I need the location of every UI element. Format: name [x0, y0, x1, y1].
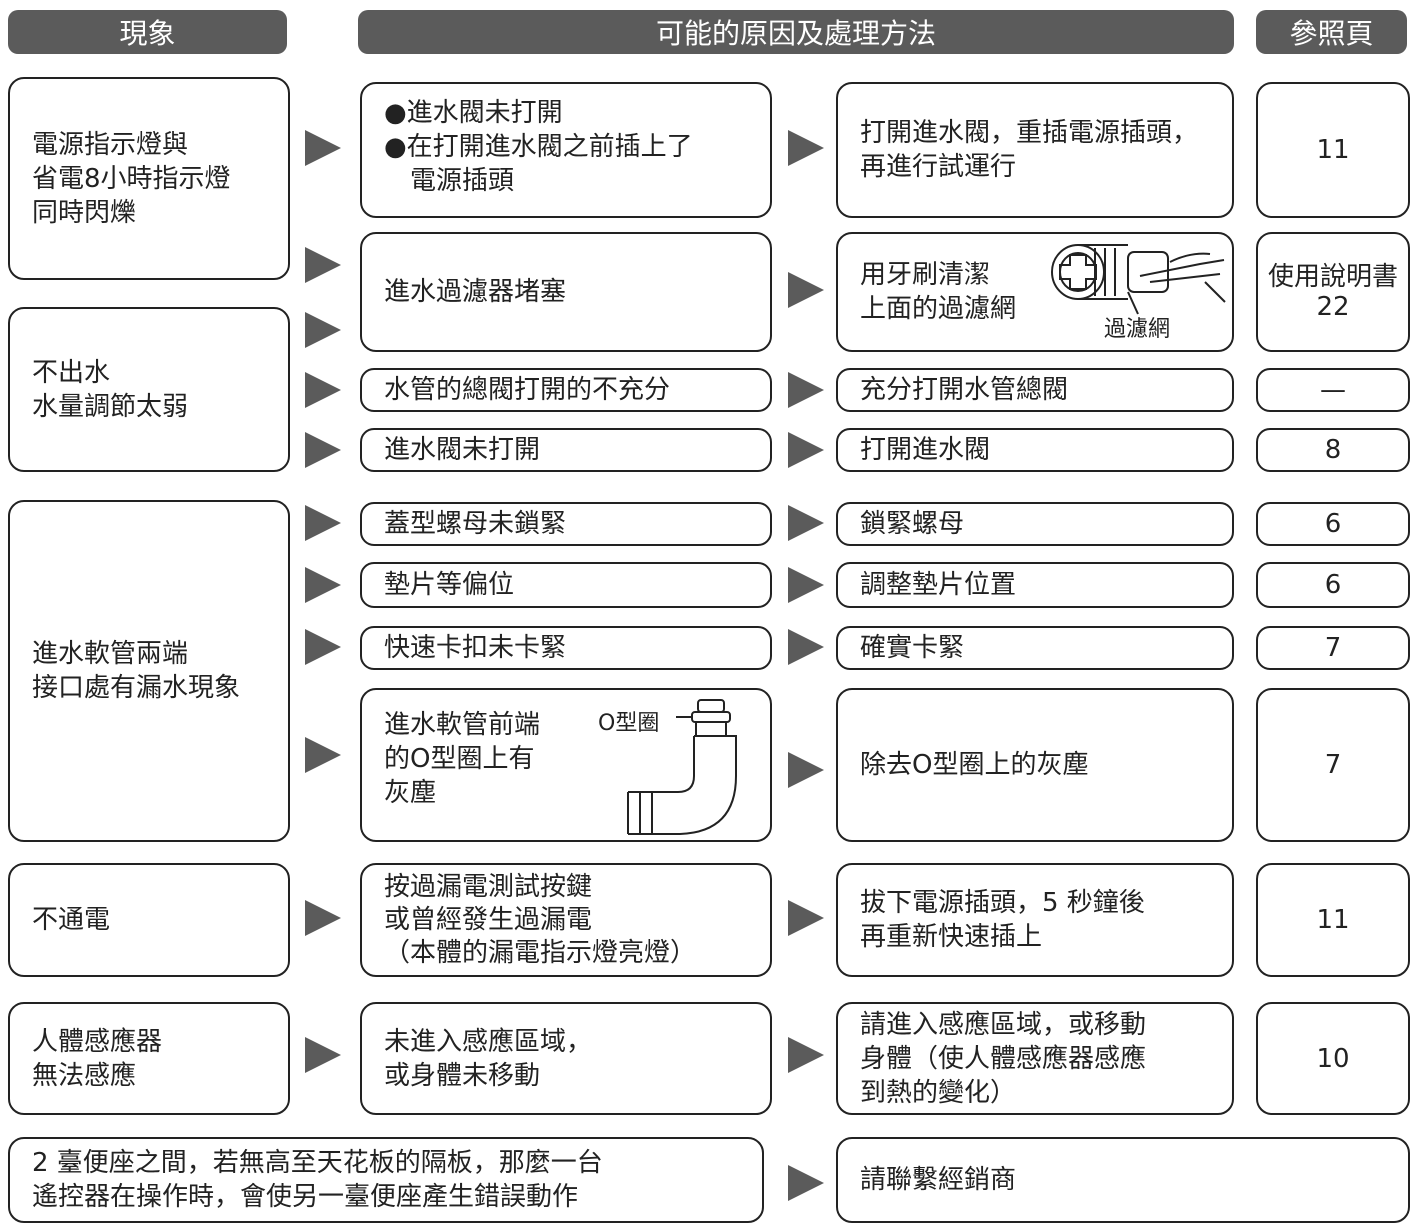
- symptom-box: 2 臺便座之間，若無高至天花板的隔板，那麼一台 遙控器在操作時，會使另一臺便座產…: [8, 1137, 764, 1223]
- page-box: 6: [1256, 562, 1410, 608]
- cause-box: 按過漏電測試按鍵 或曾經發生過漏電 （本體的漏電指示燈亮燈）: [360, 863, 772, 977]
- arrow: [788, 567, 824, 603]
- remedy-box: 鎖緊螺母: [836, 502, 1234, 546]
- cause-box: 快速卡扣未卡緊: [360, 626, 772, 670]
- symptom-box: 不出水 水量調節太弱: [8, 307, 290, 472]
- remedy-box: 請進入感應區域，或移動 身體（使人體感應器感應 到熱的變化）: [836, 1002, 1234, 1115]
- cause-box: 墊片等偏位: [360, 562, 772, 608]
- arrow: [305, 130, 341, 166]
- remedy-box: 打開進水閥: [836, 428, 1234, 472]
- symptom-box: 電源指示燈與 省電8小時指示燈 同時閃爍: [8, 77, 290, 280]
- symptom-box: 進水軟管兩端 接口處有漏水現象: [8, 500, 290, 842]
- page-box: 11: [1256, 82, 1410, 218]
- arrow: [788, 1037, 824, 1073]
- arrow: [788, 752, 824, 788]
- arrow: [788, 372, 824, 408]
- header-page: 參照頁: [1256, 10, 1407, 54]
- page-box: 7: [1256, 688, 1410, 842]
- cause-box: 進水閥未打開: [360, 428, 772, 472]
- page-box: 10: [1256, 1002, 1410, 1115]
- arrow: [305, 900, 341, 936]
- header-symptom: 現象: [8, 10, 287, 54]
- cause-box: 未進入感應區域， 或身體未移動: [360, 1002, 772, 1115]
- arrow: [788, 629, 824, 665]
- arrow: [305, 567, 341, 603]
- arrow: [788, 432, 824, 468]
- arrow: [305, 629, 341, 665]
- remedy-box: 打開進水閥，重插電源插頭， 再進行試運行: [836, 82, 1234, 218]
- arrow: [788, 272, 824, 308]
- page-box: 使用說明書 22: [1256, 232, 1410, 352]
- remedy-box: 除去O型圈上的灰塵: [836, 688, 1234, 842]
- page-box: 7: [1256, 626, 1410, 670]
- arrow: [788, 1165, 824, 1201]
- remedy-box: 用牙刷清潔 上面的過濾網: [836, 232, 1234, 352]
- page-box: 8: [1256, 428, 1410, 472]
- filter-illustration: [1051, 244, 1226, 315]
- symptom-box: 不通電: [8, 863, 290, 977]
- cause-box: 水管的總閥打開的不充分: [360, 368, 772, 412]
- remedy-box: 調整墊片位置: [836, 562, 1234, 608]
- arrow: [305, 432, 341, 468]
- cause-box: 進水過濾器堵塞: [360, 232, 772, 352]
- remedy-box: 請聯繫經銷商: [836, 1137, 1410, 1223]
- cause-box: ●進水閥未打開 ●在打開進水閥之前插上了 電源插頭: [360, 82, 772, 218]
- illustration-label: 過濾網: [1104, 317, 1171, 342]
- page-box: —: [1256, 368, 1410, 412]
- cause-box: 進水軟管前端 的O型圈上有 灰塵: [360, 688, 772, 842]
- header-cause: 可能的原因及處理方法: [358, 10, 1234, 54]
- page-box: 11: [1256, 863, 1410, 977]
- arrow: [305, 737, 341, 773]
- arrow: [305, 372, 341, 408]
- remedy-box: 拔下電源插頭，5 秒鐘後 再重新快速插上: [836, 863, 1234, 977]
- arrow: [305, 312, 341, 348]
- illustration-label: O型圈: [598, 711, 660, 736]
- arrow: [788, 505, 824, 541]
- cause-box: 蓋型螺母未鎖緊: [360, 502, 772, 546]
- o-ring-illustration: [627, 699, 737, 835]
- arrow: [305, 1037, 341, 1073]
- remedy-box: 確實卡緊: [836, 626, 1234, 670]
- arrow: [305, 247, 341, 283]
- arrow: [788, 130, 824, 166]
- page-box: 6: [1256, 502, 1410, 546]
- arrow: [788, 900, 824, 936]
- arrow: [305, 505, 341, 541]
- symptom-box: 人體感應器 無法感應: [8, 1002, 290, 1115]
- remedy-box: 充分打開水管總閥: [836, 368, 1234, 412]
